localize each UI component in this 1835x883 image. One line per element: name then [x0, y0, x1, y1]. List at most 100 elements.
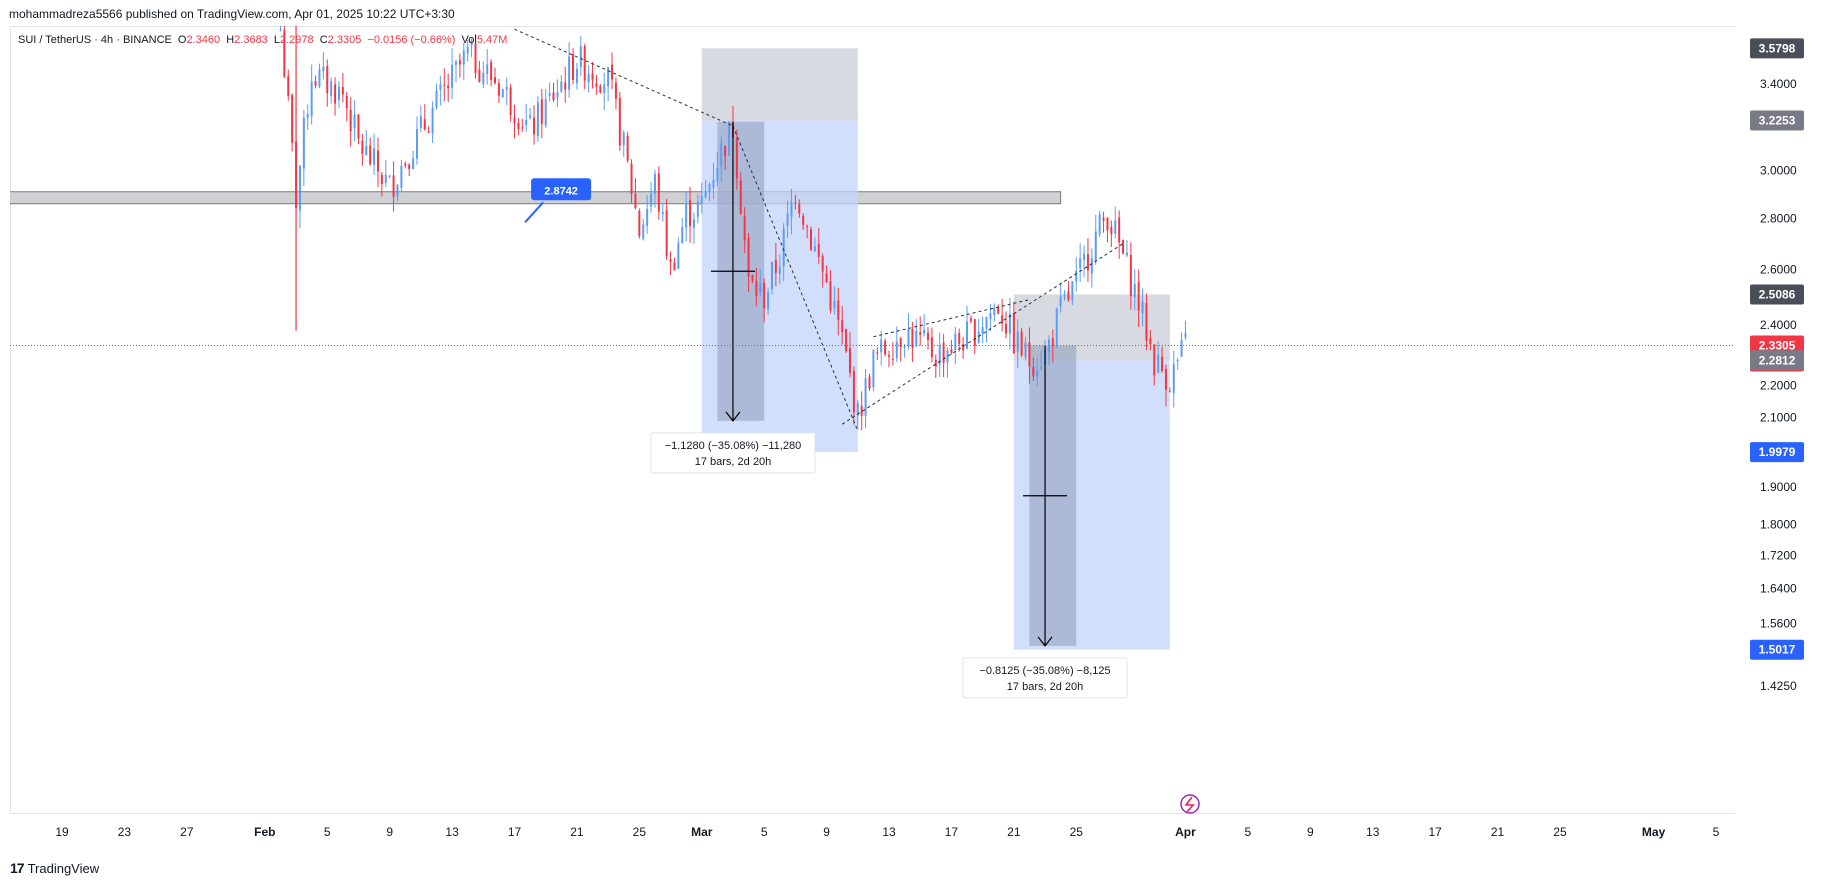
- candle-body: [365, 145, 368, 156]
- low-value: 2.2978: [280, 34, 314, 46]
- price-label-text: 2.5086: [1759, 287, 1796, 301]
- measure-label-line1: −0.8125 (−35.08%) −8,125: [979, 665, 1110, 677]
- candle-body: [864, 378, 867, 416]
- tradingview-logo[interactable]: 17 TradingView: [10, 860, 99, 876]
- candle-body: [720, 143, 723, 168]
- price-label-text: 2.3305: [1759, 338, 1796, 352]
- price-label-text: 1.9979: [1759, 445, 1796, 459]
- candle-body: [1164, 368, 1167, 390]
- x-tick-label: 13: [1366, 825, 1380, 839]
- high-label: H: [226, 34, 235, 46]
- candle-body: [958, 332, 961, 344]
- high-value: 2.3683: [234, 34, 268, 46]
- candle-body: [435, 90, 438, 108]
- candle-body: [419, 116, 422, 128]
- price-label-1.5017: 1.5017: [1750, 639, 1804, 660]
- candle-body: [587, 74, 590, 83]
- symbol-legend: SUI / TetherUS · 4h · BINANCE O2.3460 H2…: [18, 34, 510, 46]
- stop-zone-1: [701, 48, 858, 121]
- measure-arrowhead-2: [1037, 636, 1053, 647]
- candle-body: [466, 46, 469, 54]
- candle-body: [630, 163, 633, 195]
- candle-body: [1118, 217, 1121, 243]
- candle-body: [474, 43, 477, 74]
- price-label-text: 1.5017: [1759, 643, 1796, 657]
- candle-body: [310, 81, 313, 117]
- candle-body: [852, 370, 855, 413]
- open-value: 2.3460: [186, 34, 221, 46]
- candle-body: [689, 200, 692, 227]
- candle-body: [1090, 258, 1093, 274]
- y-tick-label: 3.0000: [1760, 164, 1797, 178]
- volume-value: 5.47M: [476, 34, 508, 46]
- candle-body: [989, 313, 992, 320]
- x-tick-label: 9: [386, 825, 393, 839]
- plot-layer: [10, 26, 1187, 650]
- candle-body: [806, 226, 809, 228]
- candle-body: [357, 114, 360, 139]
- change-value: −0.0156 (−0.66%): [367, 34, 456, 46]
- candle-body: [1028, 342, 1031, 367]
- trendline-2: [732, 125, 859, 432]
- candle-body: [572, 54, 575, 81]
- channel-lower: [841, 243, 1124, 425]
- top-bar: mohammadreza5566 published on TradingVie…: [0, 0, 1835, 26]
- price-label-box: [1750, 38, 1804, 59]
- x-tick-label: 21: [1007, 825, 1021, 839]
- price-label-box: [1750, 110, 1804, 131]
- candle-body: [505, 86, 508, 90]
- candle-body: [673, 262, 676, 271]
- candle-body: [595, 83, 598, 87]
- candle-body: [462, 50, 465, 65]
- price-callout: 2.8742: [524, 178, 592, 223]
- candle-body: [884, 340, 887, 355]
- candle-body: [1180, 340, 1183, 357]
- y-tick-label: 3.4000: [1760, 77, 1797, 91]
- candle-body: [712, 179, 715, 188]
- y-tick-label: 1.9000: [1760, 480, 1797, 494]
- candle-body: [306, 113, 309, 119]
- symbol-name[interactable]: SUI / TetherUS · 4h · BINANCE: [18, 34, 172, 46]
- chart-area[interactable]: [10, 26, 1735, 814]
- candle-body: [431, 107, 434, 134]
- y-tick-label: 1.4250: [1760, 679, 1797, 693]
- candle-body: [907, 328, 910, 347]
- candle-body: [1110, 226, 1113, 235]
- candle-body: [330, 81, 333, 96]
- candle-body: [1005, 323, 1008, 334]
- candle-body: [1059, 296, 1062, 306]
- price-label-1.9979: 1.9979: [1750, 442, 1804, 463]
- candle-body: [696, 201, 699, 217]
- candle-body: [880, 339, 883, 353]
- chart-svg[interactable]: −1.1280 (−35.08%) −11,280 17 bars, 2d 20h…: [0, 0, 1835, 855]
- callout-box: [531, 178, 592, 201]
- candle-body: [973, 319, 976, 346]
- candle-body: [946, 350, 949, 363]
- candle-body: [954, 333, 957, 350]
- candle-body: [985, 317, 988, 329]
- candle-body: [743, 216, 746, 241]
- candle-body: [400, 165, 403, 189]
- candle-body: [533, 117, 536, 135]
- y-tick-label: 2.4000: [1760, 318, 1797, 332]
- price-label-2.5086: 2.5086: [1750, 284, 1804, 305]
- x-tick-label: Apr: [1175, 825, 1196, 839]
- candle-body: [540, 99, 543, 124]
- candle-body: [895, 341, 898, 359]
- x-tick-label: 21: [1491, 825, 1505, 839]
- candle-body: [1001, 315, 1004, 324]
- y-tick-label: 2.2000: [1760, 378, 1797, 392]
- candle-body: [833, 300, 836, 309]
- measure-label-1: −1.1280 (−35.08%) −11,280 17 bars, 2d 20h: [650, 432, 816, 474]
- x-tick-label: 25: [633, 825, 647, 839]
- candle-body: [860, 405, 863, 416]
- candle-body: [708, 184, 711, 192]
- candle-body: [341, 87, 344, 95]
- candle-body: [392, 175, 395, 197]
- candle-body: [607, 67, 610, 87]
- trendline: [514, 28, 734, 127]
- candle-body: [408, 164, 411, 169]
- candle-body: [778, 266, 781, 274]
- lightning-bolt: [1184, 796, 1195, 813]
- candle-body: [1153, 344, 1156, 376]
